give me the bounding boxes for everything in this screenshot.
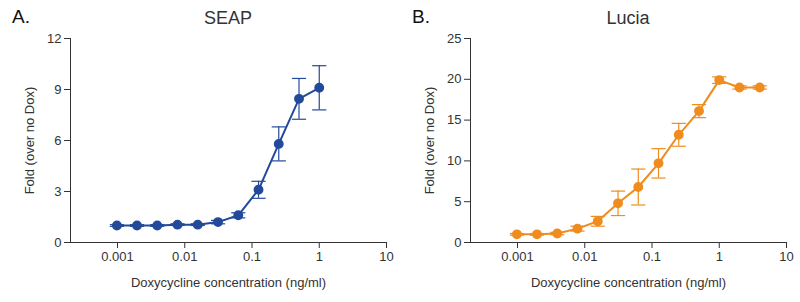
svg-text:0.001: 0.001	[101, 249, 134, 264]
svg-text:20: 20	[447, 71, 461, 86]
svg-text:25: 25	[447, 32, 461, 46]
svg-text:1: 1	[316, 249, 323, 264]
svg-text:10: 10	[779, 249, 793, 264]
svg-text:0: 0	[454, 235, 461, 250]
svg-text:Doxycycline concentration (ng/: Doxycycline concentration (ng/ml)	[131, 275, 326, 290]
svg-text:0.01: 0.01	[172, 249, 197, 264]
html-text:SEAP: SEAP	[204, 8, 252, 28]
svg-text:12: 12	[47, 32, 61, 46]
svg-text:3: 3	[54, 184, 61, 199]
html-text:A.: A.	[12, 6, 30, 27]
svg-text:0: 0	[54, 235, 61, 250]
svg-text:10: 10	[379, 249, 393, 264]
svg-text:0.1: 0.1	[643, 249, 661, 264]
svg-text:6: 6	[54, 133, 61, 148]
svg-text:Fold (over no Dox): Fold (over no Dox)	[22, 87, 37, 195]
html-text:B.: B.	[412, 6, 430, 27]
html-text:Lucia: Lucia	[606, 8, 650, 28]
svg-text:5: 5	[454, 194, 461, 209]
svg-text:Fold (over no Dox): Fold (over no Dox)	[422, 87, 437, 195]
svg-text:0.1: 0.1	[243, 249, 261, 264]
svg-text:0.001: 0.001	[501, 249, 534, 264]
svg-text:1: 1	[716, 249, 723, 264]
svg-text:10: 10	[447, 153, 461, 168]
svg-text:0.01: 0.01	[572, 249, 597, 264]
svg-text:Doxycycline concentration (ng/: Doxycycline concentration (ng/ml)	[531, 275, 726, 290]
svg-text:15: 15	[447, 112, 461, 127]
svg-text:9: 9	[54, 82, 61, 97]
